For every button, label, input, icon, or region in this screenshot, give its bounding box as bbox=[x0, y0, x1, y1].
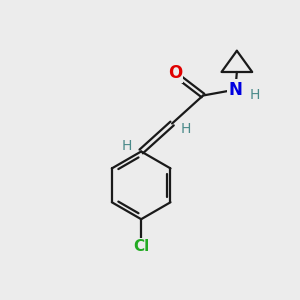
Text: Cl: Cl bbox=[133, 239, 149, 254]
Text: H: H bbox=[249, 88, 260, 102]
Text: H: H bbox=[181, 122, 191, 136]
Text: N: N bbox=[229, 81, 242, 99]
Text: H: H bbox=[122, 139, 132, 153]
Text: O: O bbox=[168, 64, 182, 82]
